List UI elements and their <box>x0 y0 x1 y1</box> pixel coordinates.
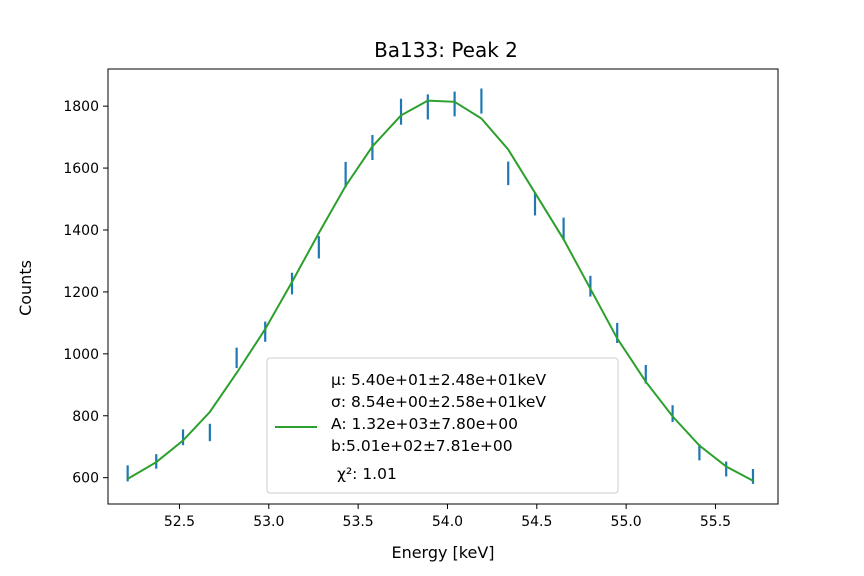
x-tick-label: 55.0 <box>611 514 642 530</box>
y-tick-label: 1400 <box>63 223 99 239</box>
fit-line <box>127 99 754 482</box>
x-axis-label: Energy [keV] <box>391 543 494 562</box>
chart-title: Ba133: Peak 2 <box>374 38 518 62</box>
x-tick-label: 53.5 <box>343 514 374 530</box>
y-tick-label: 600 <box>72 471 99 487</box>
y-tick-label: 800 <box>72 409 99 425</box>
x-tick-label: 52.5 <box>164 514 195 530</box>
x-tick-label: 55.5 <box>700 514 731 530</box>
legend-line-chi2: χ²: 1.01 <box>337 465 397 483</box>
x-axis: 52.5 53.0 53.5 54.0 54.5 55.0 55.5 <box>164 504 731 530</box>
x-tick-label: 54.0 <box>432 514 463 530</box>
y-axis-label: Counts <box>16 260 35 316</box>
legend-box <box>266 357 619 494</box>
y-tick-label: 1200 <box>63 285 99 301</box>
legend-line-amplitude: A: 1.32e+03±7.80e+00 <box>331 415 518 433</box>
plot-frame <box>107 68 779 505</box>
y-tick-label: 1600 <box>63 161 99 177</box>
y-axis: 600 800 1000 1200 1400 1600 1800 <box>63 99 108 487</box>
x-tick-label: 53.0 <box>253 514 284 530</box>
legend-line-background: b:5.01e+02±7.81e+00 <box>331 437 513 455</box>
legend-line-mu: μ: 5.40e+01±2.48e+01keV <box>331 371 546 389</box>
y-tick-label: 1800 <box>63 99 99 115</box>
legend-line-sigma: σ: 8.54e+00±2.58e+01keV <box>331 393 546 411</box>
legend: μ: 5.40e+01±2.48e+01keV σ: 8.54e+00±2.58… <box>266 357 619 494</box>
x-tick-label: 54.5 <box>521 514 552 530</box>
y-tick-label: 1000 <box>63 347 99 363</box>
